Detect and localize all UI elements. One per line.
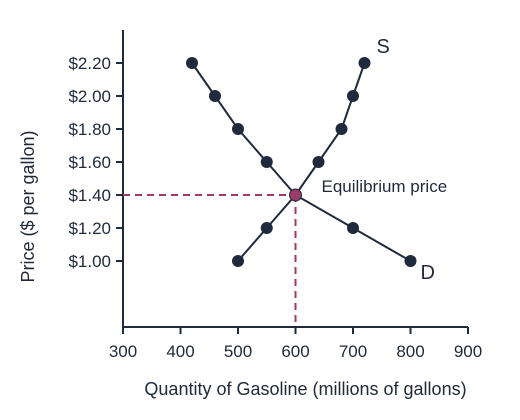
- equilibrium-point: [289, 188, 302, 202]
- x-tick-label: 300: [109, 342, 137, 361]
- equilibrium-guides: [123, 194, 297, 327]
- x-tick-label: 400: [166, 342, 194, 361]
- demand-series-label: D: [421, 262, 435, 284]
- y-tick-label: $1.00: [68, 252, 111, 271]
- x-axis-label: Quantity of Gasoline (millions of gallon…: [144, 379, 466, 399]
- y-axis-ticks: $1.00 $1.20 $1.40 $1.60 $1.80 $2.00 $2.20: [68, 54, 123, 271]
- y-tick-label: $1.80: [68, 120, 111, 139]
- x-tick-label: 900: [454, 342, 482, 361]
- demand-point: [232, 123, 244, 135]
- supply-point: [260, 222, 273, 234]
- demand-point: [347, 222, 359, 234]
- series-lines: [191, 62, 411, 262]
- demand-point: [209, 90, 221, 102]
- y-tick-label: $1.20: [68, 219, 111, 238]
- y-tick-label: $2.20: [68, 54, 111, 73]
- y-tick-label: $1.40: [68, 186, 111, 205]
- supply-point: [232, 255, 244, 267]
- demand-point: [260, 156, 273, 168]
- x-tick-label: 700: [339, 342, 367, 361]
- supply-curve: [237, 62, 366, 262]
- supply-point: [335, 123, 348, 135]
- y-tick-label: $2.00: [68, 87, 111, 106]
- supply-series-label: S: [377, 36, 390, 58]
- y-axis-label: Price ($ per gallon): [18, 130, 38, 282]
- demand-point: [404, 255, 417, 267]
- y-tick-label: $1.60: [68, 153, 111, 172]
- demand-point: [186, 57, 198, 69]
- equilibrium-price-label: Equilibrium price: [322, 177, 448, 196]
- x-tick-label: 600: [281, 342, 309, 361]
- supply-point: [358, 57, 371, 69]
- series-points: [186, 57, 417, 267]
- chart-labels: Quantity of Gasoline (millions of gallon…: [18, 36, 467, 399]
- x-tick-label: 500: [224, 342, 252, 361]
- x-axis-ticks: 300 400 500 600 700 800 900: [109, 327, 482, 361]
- supply-point: [347, 90, 359, 102]
- x-tick-label: 800: [396, 342, 424, 361]
- supply-point: [312, 156, 325, 168]
- demand-curve: [191, 62, 411, 262]
